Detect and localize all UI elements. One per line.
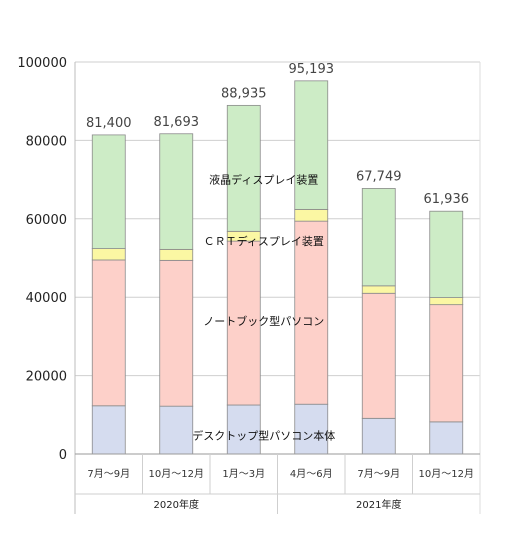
bar-segment: [361, 285, 396, 294]
bar-segment: [361, 188, 396, 287]
bar-segment: [226, 104, 261, 232]
bar-segment: [91, 259, 126, 407]
group-label: 2021年度: [356, 498, 401, 511]
bar-segment: [429, 421, 464, 455]
bar-segment: [91, 405, 126, 455]
total-label: 61,936: [424, 192, 470, 207]
y-tick-label: 20000: [26, 370, 67, 385]
bar-segment: [226, 240, 261, 406]
total-label: 81,400: [86, 116, 132, 131]
bar-segment: [294, 208, 329, 222]
x-tick-label: 7月～9月: [357, 468, 400, 480]
series-name-label: ＣＲＴディスプレイ装置: [204, 234, 324, 248]
y-tick-label: 100000: [17, 56, 67, 71]
total-label: 67,749: [356, 169, 402, 184]
bar-segment: [91, 248, 126, 261]
total-label: 81,693: [154, 115, 200, 130]
x-tick-label: 1月～3月: [222, 468, 265, 480]
bar-segment: [159, 248, 194, 261]
bar-segment: [429, 304, 464, 423]
total-label: 95,193: [289, 62, 335, 77]
group-label: 2020年度: [154, 498, 199, 511]
x-tick-label: 4月～6月: [290, 468, 333, 480]
bar-segment: [429, 210, 464, 298]
labels: 0 20000 40000 60000 80000 100000 81,400 7月～9月 81…: [17, 56, 474, 511]
grid-lines: [75, 61, 480, 455]
bar-segment: [91, 134, 126, 249]
series-name-label: ノートブック型パソコン: [203, 314, 324, 328]
bar-segment: [361, 292, 396, 419]
bar-segment: [361, 417, 396, 455]
x-tick-label: 10月～12月: [419, 468, 474, 480]
bars: [91, 80, 464, 455]
y-tick-label: 0: [59, 448, 67, 463]
bar-segment: [294, 220, 329, 405]
total-label: 88,935: [221, 86, 267, 101]
bar-segment: [159, 405, 194, 455]
y-tick-label: 80000: [26, 134, 67, 149]
bar-segment: [294, 80, 329, 210]
y-tick-label: 40000: [26, 291, 67, 306]
x-tick-label: 10月～12月: [149, 468, 204, 480]
series-name-label: デスクトップ型パソコン本体: [192, 428, 335, 442]
bar-segment: [159, 133, 194, 250]
bar-segment: [159, 259, 194, 407]
series-name-label: 液晶ディスプレイ装置: [209, 172, 318, 186]
bar-segment: [429, 297, 464, 306]
x-tick-label: 7月～9月: [87, 468, 130, 480]
y-tick-label: 60000: [26, 213, 67, 228]
axes: [74, 62, 481, 514]
